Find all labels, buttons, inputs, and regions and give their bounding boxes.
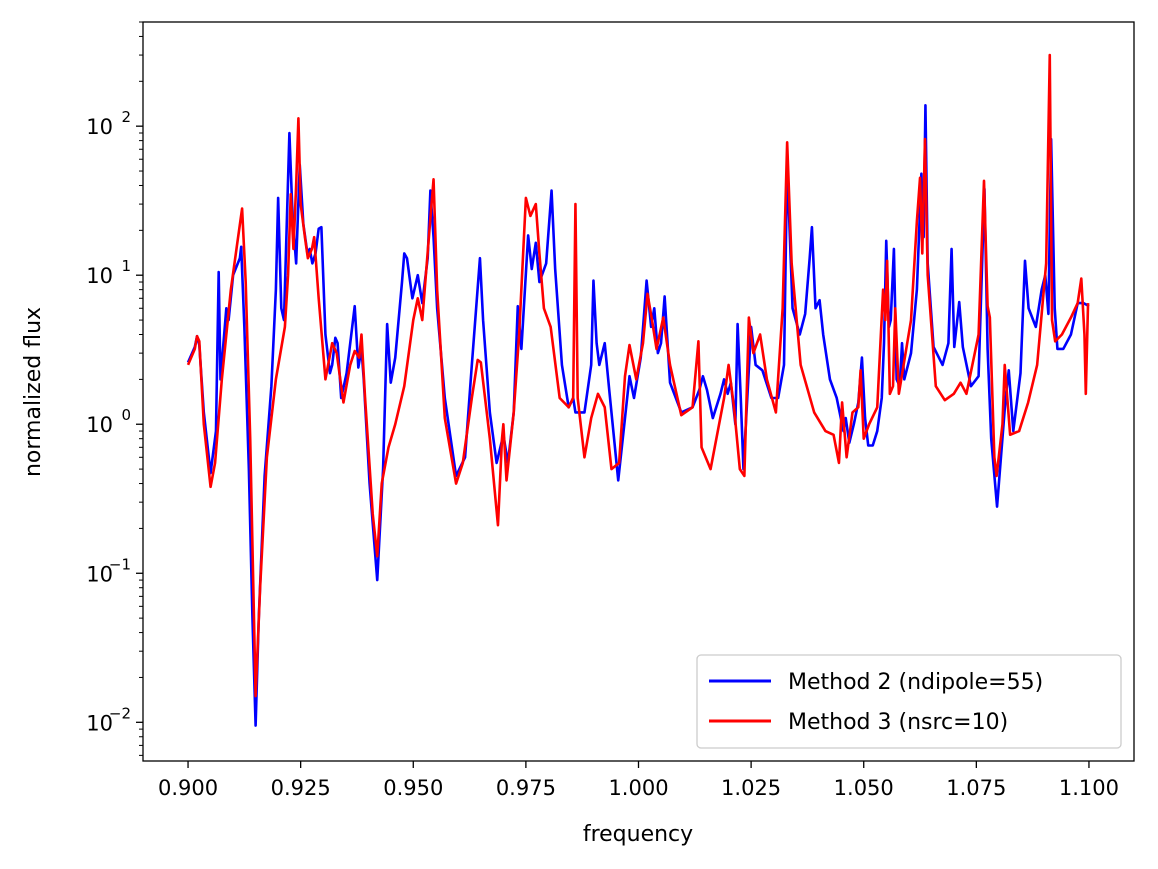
x-tick-label: 1.075	[946, 776, 1006, 800]
series-layer	[186, 53, 1090, 727]
x-tick-label: 1.025	[721, 776, 781, 800]
x-tick-label: 0.975	[496, 776, 556, 800]
y-tick-label: 10	[86, 264, 113, 288]
y-tick-exponent: 1	[121, 257, 131, 275]
y-tick-exponent: −2	[109, 704, 131, 722]
y-tick-exponent: 0	[121, 406, 131, 424]
x-tick-label: 1.100	[1059, 776, 1119, 800]
series-line-method-3	[186, 53, 1090, 698]
x-tick-label: 0.925	[271, 776, 331, 800]
x-tick-label: 1.000	[608, 776, 668, 800]
y-tick-label: 10	[86, 115, 113, 139]
legend-box	[696, 654, 1122, 749]
x-tick-label: 0.900	[158, 776, 218, 800]
y-axis-label: normalized flux	[21, 307, 46, 477]
x-tick-label: 0.950	[383, 776, 443, 800]
legend: Method 2 (ndipole=55) Method 3 (nsrc=10)	[696, 654, 1122, 749]
y-tick-label: 10	[86, 711, 113, 735]
x-tick-label: 1.050	[834, 776, 894, 800]
y-tick-label: 10	[86, 413, 113, 437]
y-tick-label: 10	[86, 562, 113, 586]
x-axis-label: frequency	[583, 822, 693, 847]
x-axis: 0.900 0.925 0.950 0.975 1.000 1.025 1.050 1.075…	[158, 761, 1119, 800]
y-tick-exponent: −1	[109, 555, 131, 573]
legend-label-method-3: Method 3 (nsrc=10)	[788, 710, 1008, 735]
y-tick-exponent: 2	[121, 108, 131, 126]
legend-label-method-2: Method 2 (ndipole=55)	[788, 670, 1043, 695]
